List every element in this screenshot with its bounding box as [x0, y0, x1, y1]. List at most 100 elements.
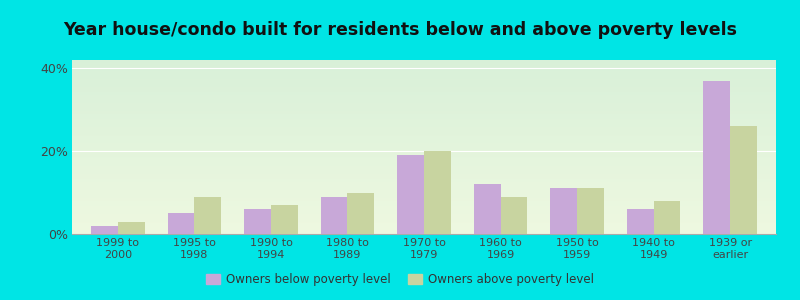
Bar	[72, 233, 776, 234]
Bar	[72, 162, 776, 163]
Bar	[72, 92, 776, 93]
Bar	[72, 200, 776, 201]
Bar	[474, 184, 501, 234]
Bar	[72, 169, 776, 170]
Bar	[72, 213, 776, 214]
Bar	[72, 185, 776, 186]
Bar	[72, 76, 776, 77]
Bar	[72, 71, 776, 72]
Bar	[72, 105, 776, 106]
Bar	[347, 193, 374, 234]
Bar	[72, 109, 776, 110]
Bar	[72, 173, 776, 174]
Bar	[72, 149, 776, 150]
Legend: Owners below poverty level, Owners above poverty level: Owners below poverty level, Owners above…	[201, 269, 599, 291]
Bar	[72, 67, 776, 68]
Bar	[72, 171, 776, 172]
Bar	[194, 197, 222, 234]
Bar	[72, 161, 776, 162]
Bar	[654, 201, 680, 234]
Bar	[72, 147, 776, 148]
Bar	[72, 132, 776, 133]
Bar	[72, 202, 776, 203]
Bar	[72, 220, 776, 221]
Bar	[72, 134, 776, 135]
Bar	[72, 221, 776, 222]
Bar	[72, 205, 776, 206]
Bar	[72, 142, 776, 143]
Bar	[72, 214, 776, 215]
Bar	[72, 198, 776, 199]
Bar	[72, 77, 776, 78]
Bar	[72, 108, 776, 109]
Bar	[398, 155, 424, 234]
Bar	[72, 169, 776, 170]
Bar	[72, 156, 776, 157]
Bar	[72, 183, 776, 184]
Bar	[72, 85, 776, 86]
Bar	[72, 151, 776, 152]
Bar	[72, 136, 776, 137]
Bar	[72, 152, 776, 153]
Bar	[72, 124, 776, 125]
Bar	[72, 157, 776, 158]
Bar	[72, 127, 776, 128]
Bar	[72, 166, 776, 167]
Bar	[72, 222, 776, 223]
Bar	[72, 145, 776, 146]
Bar	[72, 95, 776, 96]
Bar	[72, 148, 776, 149]
Bar	[72, 106, 776, 107]
Bar	[72, 216, 776, 217]
Text: Year house/condo built for residents below and above poverty levels: Year house/condo built for residents bel…	[63, 21, 737, 39]
Bar	[72, 138, 776, 139]
Bar	[72, 121, 776, 122]
Bar	[72, 207, 776, 208]
Bar	[72, 164, 776, 165]
Bar	[72, 93, 776, 94]
Bar	[72, 184, 776, 185]
Bar	[72, 120, 776, 121]
Bar	[72, 86, 776, 87]
Bar	[72, 197, 776, 198]
Bar	[72, 70, 776, 71]
Bar	[72, 223, 776, 224]
Bar	[118, 222, 145, 234]
Bar	[72, 135, 776, 136]
Bar	[72, 154, 776, 155]
Bar	[271, 205, 298, 234]
Bar	[72, 89, 776, 90]
Bar	[72, 140, 776, 141]
Bar	[72, 80, 776, 81]
Bar	[72, 78, 776, 79]
Bar	[72, 130, 776, 131]
Bar	[72, 97, 776, 98]
Bar	[424, 151, 450, 234]
Bar	[550, 188, 577, 234]
Bar	[72, 69, 776, 70]
Bar	[72, 217, 776, 218]
Bar	[72, 175, 776, 176]
Bar	[168, 213, 194, 234]
Bar	[72, 204, 776, 205]
Bar	[72, 192, 776, 193]
Bar	[72, 199, 776, 200]
Bar	[72, 155, 776, 156]
Bar	[72, 208, 776, 209]
Bar	[72, 141, 776, 142]
Bar	[72, 168, 776, 169]
Bar	[72, 101, 776, 102]
Bar	[72, 119, 776, 120]
Bar	[72, 82, 776, 83]
Bar	[72, 84, 776, 85]
Bar	[72, 123, 776, 124]
Bar	[72, 227, 776, 228]
Bar	[72, 159, 776, 160]
Bar	[72, 115, 776, 116]
Bar	[72, 229, 776, 230]
Bar	[72, 191, 776, 192]
Bar	[321, 197, 347, 234]
Bar	[72, 74, 776, 75]
Bar	[72, 190, 776, 191]
Bar	[72, 177, 776, 178]
